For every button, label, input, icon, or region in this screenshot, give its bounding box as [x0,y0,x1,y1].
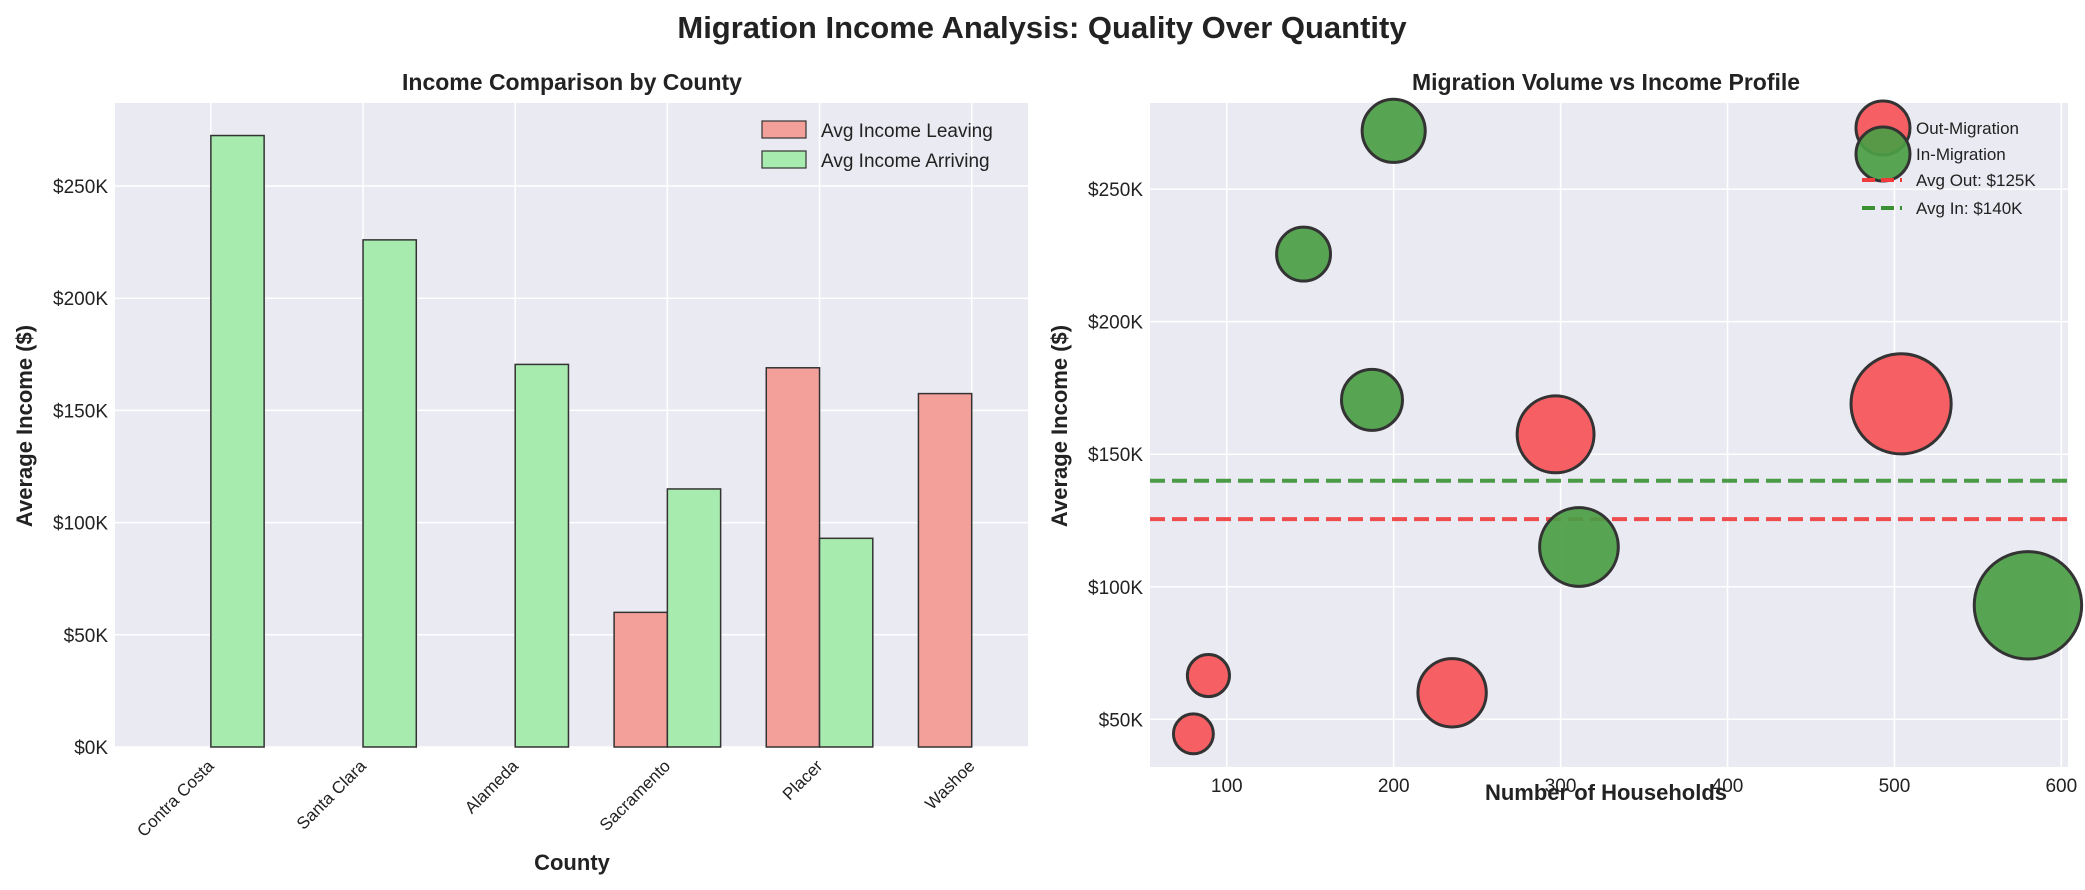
bar-chart-x-tick-label: Santa Clara [293,756,370,833]
legend-label-leaving: Avg Income Leaving [821,121,993,142]
legend-label-avg-out: Avg Out: $125K [1916,171,2036,190]
point-in-migration [1360,97,1427,164]
legend-label-in: In-Migration [1916,145,2006,164]
legend-marker-in [1854,125,1912,183]
bar-chart-x-tick-label: Placer [779,756,827,804]
bar-chart-y-tick-label: $0K [74,738,108,759]
legend-swatch-arriving [761,150,807,169]
scatter-chart-y-ticks: $50K $100K $150K $200K $250K [1088,180,1143,731]
point-in-migration [1339,367,1404,432]
bar-chart-y-tick-label: $100K [53,514,108,535]
bar-arriving [818,537,874,748]
scatter-chart-legend: Out-Migration In-Migration Avg Out: $125… [1854,99,2036,218]
point-in-migration [1275,225,1333,283]
bar-chart-x-tick-label: Washoe [921,756,978,813]
scatter-chart-points [1171,97,2084,756]
figure-title: Migration Income Analysis: Quality Over … [677,10,1407,45]
legend-label-avg-in: Avg In: $140K [1916,199,2023,218]
bar-chart-x-label: County [534,850,611,875]
scatter-chart-y-tick-label: $150K [1088,445,1143,466]
bar-chart-panel: $0K $50K $100K $150K $200K $250K Contra Costa… [12,69,1028,875]
bar-arriving [362,239,418,748]
scatter-chart-x-tick-label: 600 [2045,776,2077,797]
legend-swatch-leaving [761,120,807,139]
scatter-chart-x-label: Number of Households [1485,780,1727,805]
scatter-chart-y-tick-label: $200K [1088,313,1143,334]
bar-chart-plot-area [115,103,1028,747]
point-out-migration [1515,394,1596,475]
scatter-chart-x-tick-label: 500 [1879,776,1911,797]
scatter-chart-y-tick-label: $250K [1088,180,1143,201]
bar-leaving [917,392,973,748]
bar-chart-y-tick-label: $50K [64,626,109,647]
point-out-migration [1849,352,1953,456]
scatter-chart-x-tick-label: 200 [1378,776,1410,797]
bar-leaving [613,611,669,748]
scatter-chart-title: Migration Volume vs Income Profile [1412,69,1800,95]
bar-chart-title: Income Comparison by County [402,69,742,95]
scatter-chart-y-label: Average Income ($) [1047,325,1072,527]
scatter-chart-x-tick-label: 300 [1545,776,1577,797]
bar-chart-y-tick-label: $150K [53,401,108,422]
bar-arriving [210,134,265,748]
point-out-migration [1171,712,1215,756]
bar-chart-y-tick-label: $250K [53,177,108,198]
bar-chart-x-tick-label: Contra Costa [133,756,218,841]
bar-arriving [666,488,722,748]
scatter-chart-x-ticks: 100 200 300 400 500 600 [1211,776,2077,797]
bar-chart-x-tick-label: Sacramento [596,756,674,834]
bar-arriving [514,363,570,748]
bar-chart-x-ticks: Contra Costa Santa Clara Alameda Sacramento… [133,756,978,841]
legend-label-arriving: Avg Income Arriving [821,151,990,172]
scatter-chart-panel: $50K $100K $150K $200K $250K 100 200 300 400 500… [1047,69,2084,805]
bar-leaving [765,367,821,748]
point-out-migration [1416,657,1488,729]
scatter-chart-y-tick-label: $50K [1099,710,1144,731]
point-in-migration [1538,506,1620,588]
point-out-migration [1185,653,1231,699]
scatter-chart-x-tick-label: 400 [1712,776,1744,797]
bar-chart-y-tick-label: $200K [53,289,108,310]
point-in-migration [1972,550,2084,661]
scatter-chart-grid [1150,103,2068,767]
legend-label-out: Out-Migration [1916,119,2019,138]
bar-chart-bars [210,134,973,748]
bar-chart-x-tick-label: Alameda [461,756,522,817]
scatter-chart-x-tick-label: 100 [1211,776,1243,797]
bar-chart-legend: Avg Income Leaving Avg Income Arriving [761,120,993,172]
bar-chart-y-label: Average Income ($) [12,325,37,527]
bar-chart-y-ticks: $0K $50K $100K $150K $200K $250K [53,177,108,759]
scatter-chart-y-tick-label: $100K [1088,578,1143,599]
